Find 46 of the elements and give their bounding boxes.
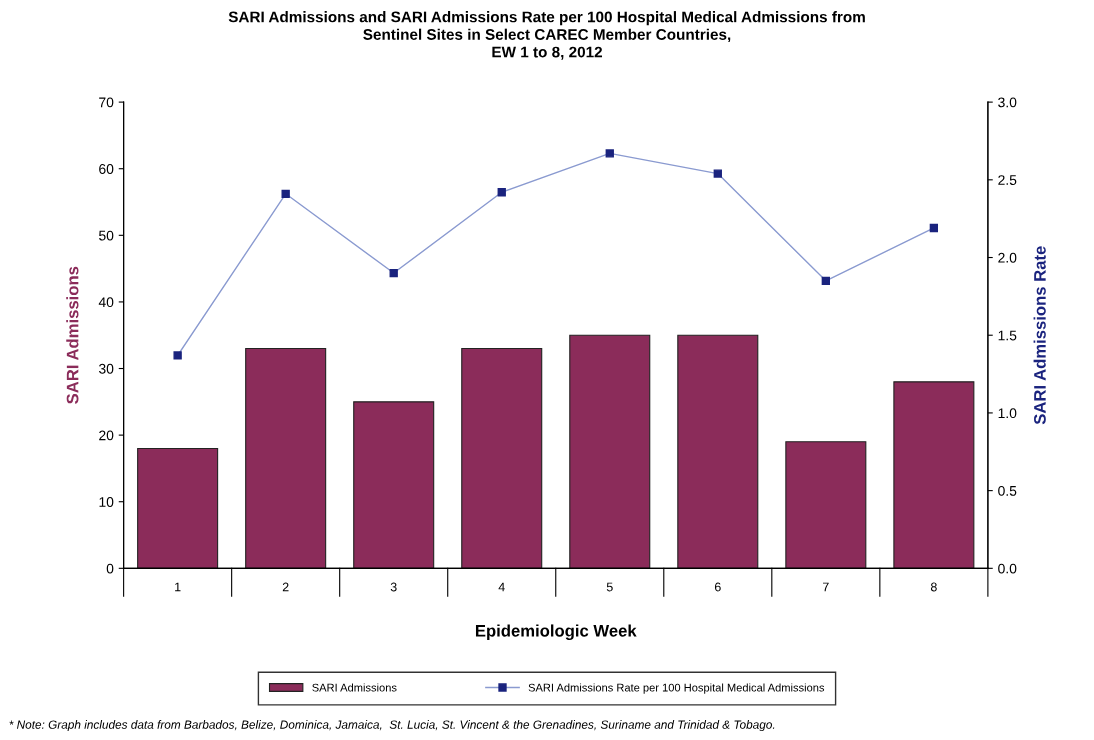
- bar: [677, 334, 759, 569]
- point: [389, 268, 398, 278]
- bar: [245, 347, 327, 569]
- point: [173, 351, 182, 360]
- point: [821, 276, 831, 285]
- point: [713, 169, 722, 178]
- x-tick-label: 1: [175, 582, 181, 592]
- bar: [461, 347, 543, 569]
- chart-title: SARI Admissions and SARI Admissions Rate per 100 Hospital Medical Admissions from Sentinel Sites in Select CAREC Member Countries, EW 1 to 8, 2012: [228, 11, 865, 60]
- y2-tick-label: 1.0: [998, 408, 1017, 419]
- point: [281, 189, 290, 198]
- bar: [785, 441, 867, 569]
- x-tick-label: 2: [282, 582, 289, 592]
- y2-tick-label: 2.5: [998, 175, 1017, 185]
- legend-label: SARI Admissions: [312, 683, 397, 692]
- y-tick-label: 70: [99, 97, 114, 108]
- x-tick-label: 4: [498, 582, 505, 592]
- bar: [569, 334, 651, 569]
- y2-tick-label: 2.0: [998, 252, 1017, 263]
- y-tick-label: 40: [98, 297, 114, 308]
- y2-tick-label: 0.5: [998, 485, 1017, 496]
- x-tick-label: 6: [714, 582, 721, 592]
- bar: [137, 447, 219, 569]
- x-tick-label: 5: [606, 582, 613, 592]
- x-tick-label: 7: [823, 582, 829, 592]
- y-tick-label: 10: [99, 497, 114, 507]
- point: [605, 149, 614, 158]
- y-tick-label: 60: [99, 164, 114, 174]
- y2-axis-title: SARI Admissions Rate: [1033, 246, 1046, 425]
- y2-tick-label: 1.5: [998, 330, 1017, 341]
- x-axis-title: Epidemiologic Week: [475, 624, 637, 641]
- bar: [893, 381, 975, 569]
- text: * Note: Graph includes data from Barbados, Belize, Dominica, Jamaica, St. Lucia, St. Vincent & the Grenadines, Suriname and Trinidad & Tobago.: [9, 720, 775, 732]
- y-axis-title: SARI Admissions: [66, 266, 79, 404]
- y2-tick-label: 3.0: [998, 97, 1017, 108]
- y2-tick-label: 0.0: [998, 563, 1017, 574]
- point: [497, 188, 506, 197]
- x-tick-label: 8: [930, 582, 937, 592]
- legend-label: SARI Admissions Rate per 100 Hospital Medical Admissions: [528, 683, 825, 694]
- y-tick-label: 50: [99, 230, 114, 241]
- point: [929, 223, 939, 233]
- x-tick-label: 3: [390, 582, 397, 592]
- y-tick-label: 0: [106, 563, 114, 574]
- y-tick-label: 20: [99, 430, 114, 441]
- bar: [353, 401, 435, 569]
- y-tick-label: 30: [98, 363, 114, 374]
